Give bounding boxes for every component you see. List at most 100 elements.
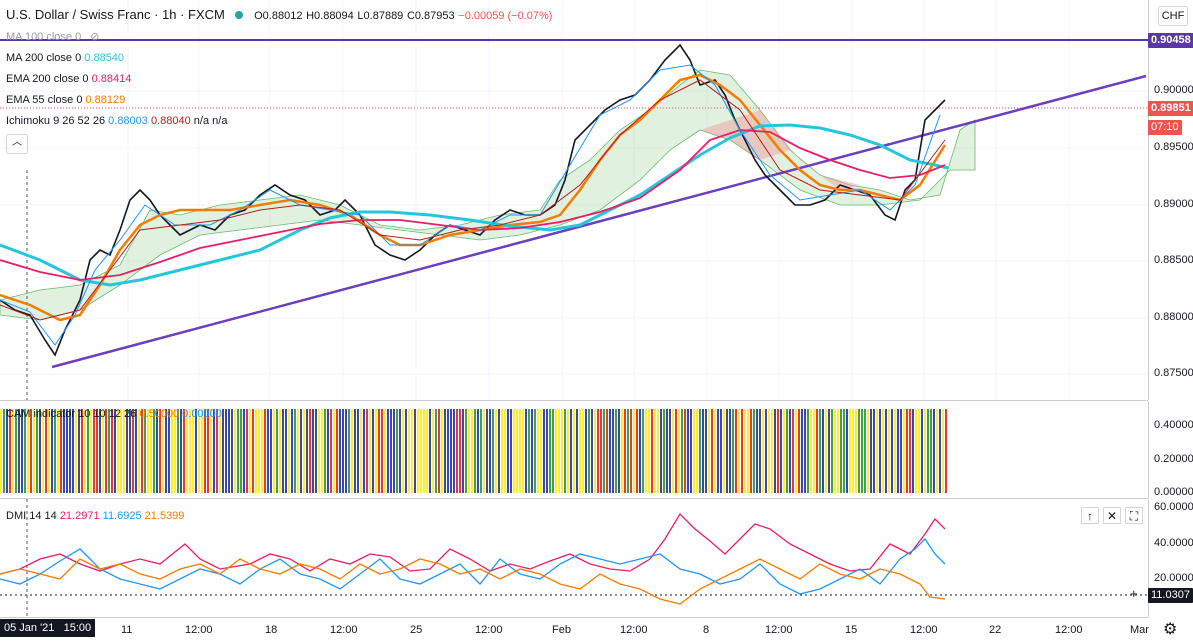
cam-bar	[198, 409, 200, 493]
cam-bar	[750, 409, 752, 493]
cam-tick: 0.40000	[1154, 419, 1193, 431]
cam-bar	[819, 409, 821, 493]
cam-bar	[363, 409, 365, 493]
cam-bar	[60, 409, 62, 493]
cam-bar	[474, 409, 476, 493]
cam-bar	[684, 409, 686, 493]
cam-bar	[759, 409, 761, 493]
cam-bar	[906, 409, 908, 493]
indicator-row-ema200[interactable]: EMA 200 close 0 0.88414	[6, 72, 552, 86]
cam-bar	[273, 409, 275, 493]
cam-bar	[618, 409, 620, 493]
hidden-eye-icon[interactable]: ⊘	[90, 31, 100, 43]
cam-bar	[615, 409, 617, 493]
indicator-row-ichimoku[interactable]: Ichimoku 9 26 52 26 0.88003 0.88040 n/a …	[6, 114, 552, 128]
trend-line[interactable]	[51, 74, 1147, 369]
cam-bar	[150, 409, 152, 493]
collapse-legend-button[interactable]: ︿	[6, 134, 28, 154]
indicator-row-ma100[interactable]: MA 100 close 0 ⊘	[6, 30, 552, 44]
cam-bar	[420, 409, 422, 493]
cam-bar	[867, 409, 869, 493]
indicator-label: EMA 200 close 0	[6, 73, 89, 85]
dmi-chart[interactable]	[0, 499, 1148, 617]
cam-bar	[567, 409, 569, 493]
cam-bar	[393, 409, 395, 493]
cam-bar	[888, 409, 890, 493]
cam-bar	[903, 409, 905, 493]
cam-bar	[465, 409, 467, 493]
currency-badge[interactable]: CHF	[1158, 6, 1188, 26]
cam-bar	[327, 409, 329, 493]
cam-axis[interactable]: 0.40000 0.20000 0.00000	[1148, 401, 1193, 498]
cam-bar	[384, 409, 386, 493]
price-axis[interactable]: 0.90000 0.89500 0.89000 0.88500 0.88000 …	[1148, 0, 1193, 400]
indicator-row-ema55[interactable]: EMA 55 close 0 0.88129	[6, 93, 552, 107]
cam-bar	[528, 409, 530, 493]
cam-bar	[642, 409, 644, 493]
settings-gear-icon[interactable]: ⚙	[1163, 621, 1178, 638]
dmi-minus-line	[0, 558, 946, 605]
move-pane-up-button[interactable]: ↑	[1081, 507, 1099, 524]
cam-bar	[849, 409, 851, 493]
cam-bar	[27, 409, 29, 493]
cam-bar	[345, 409, 347, 493]
cam-bar	[438, 409, 440, 493]
cam-bar	[693, 409, 695, 493]
dmi-axis[interactable]: 60.0000 40.0000 20.0000	[1148, 499, 1193, 617]
cam-bar	[177, 409, 179, 493]
indicator-row-ma200[interactable]: MA 200 close 0 0.88540	[6, 51, 552, 65]
cam-bar	[900, 409, 902, 493]
indicator-value: 0.88414	[91, 73, 132, 85]
cam-bar	[882, 409, 884, 493]
time-label: 11	[121, 624, 133, 636]
time-label: Mar	[1130, 624, 1149, 636]
cam-bar	[522, 409, 524, 493]
symbol-title[interactable]: U.S. Dollar / Swiss Franc · 1h · FXCM	[6, 7, 225, 22]
cam-legend[interactable]: CAM indicator 10 10 12 26 0.50000 0.0000…	[6, 407, 222, 421]
maximize-pane-button[interactable]: ⛶	[1125, 507, 1143, 524]
cam-bar	[186, 409, 188, 493]
dmi-tick: 40.0000	[1154, 537, 1193, 549]
cam-bar	[894, 409, 896, 493]
cam-bar	[342, 409, 344, 493]
cam-bar	[777, 409, 779, 493]
cam-bar	[99, 409, 101, 493]
cam-indicator-chart[interactable]	[0, 401, 1148, 498]
cam-bar	[423, 409, 425, 493]
cam-bar	[525, 409, 527, 493]
cam-bar	[447, 409, 449, 493]
cam-bar	[558, 409, 560, 493]
price-chart[interactable]	[0, 0, 1148, 400]
cam-bar	[897, 409, 899, 493]
cam-bar	[120, 409, 122, 493]
cam-bar	[591, 409, 593, 493]
time-label: 8	[703, 624, 710, 636]
cam-bar	[747, 409, 749, 493]
cam-bar	[189, 409, 191, 493]
cam-bar	[264, 409, 266, 493]
cam-bar	[69, 409, 71, 493]
cam-bar	[432, 409, 434, 493]
cam-bar	[312, 409, 314, 493]
dmi-legend[interactable]: DMI 14 14 21.2971 11.6925 21.5399	[6, 509, 184, 523]
dmi-minus-value: 21.5399	[144, 510, 185, 522]
cam-bar	[594, 409, 596, 493]
time-label: 18	[265, 624, 278, 636]
cam-bar	[822, 409, 824, 493]
cam-bar	[231, 409, 233, 493]
time-axis[interactable]: 11 12:00 18 12:00 25 12:00 Feb 12:00 8 1…	[0, 618, 1149, 644]
cam-bar	[768, 409, 770, 493]
pane-divider[interactable]	[0, 400, 1148, 401]
cam-bar	[315, 409, 317, 493]
cam-bar	[24, 409, 26, 493]
indicator-value: 0.88129	[85, 94, 126, 106]
cam-bar	[402, 409, 404, 493]
cam-bar	[816, 409, 818, 493]
cam-bar	[597, 409, 599, 493]
cam-bar	[942, 409, 944, 493]
cam-bar	[855, 409, 857, 493]
cam-bar	[180, 409, 182, 493]
cam-bar	[753, 409, 755, 493]
pane-divider[interactable]	[0, 498, 1148, 499]
close-pane-button[interactable]: ✕	[1103, 507, 1121, 524]
